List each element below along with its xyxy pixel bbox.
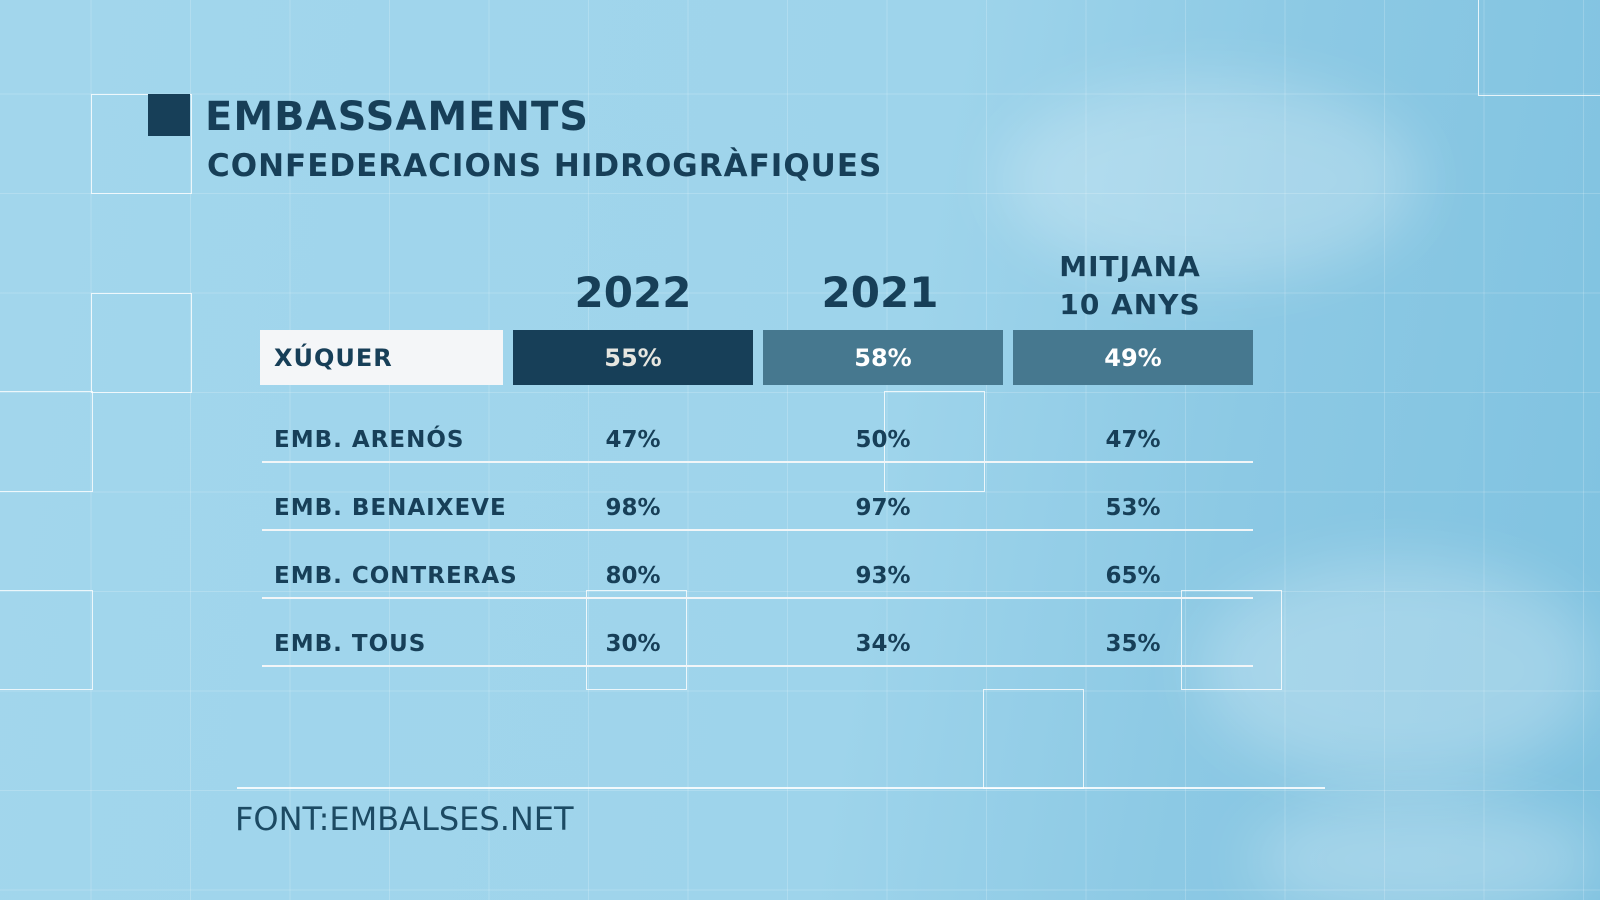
row-label: EMB. CONTRERAS (274, 563, 518, 589)
cloud (1250, 800, 1600, 900)
cloud (1200, 560, 1600, 780)
value-2022: 47% (605, 427, 661, 453)
value-2022: 30% (605, 631, 661, 657)
value-average: 65% (1105, 563, 1161, 589)
average-line2: 10 ANYS (1059, 288, 1201, 321)
value-average: 53% (1105, 495, 1161, 521)
decor-box (1478, 0, 1600, 96)
highlight-label: XÚQUER (260, 330, 503, 385)
average-line1: MITJANA (1059, 250, 1201, 283)
source-credit: FONT:EMBALSES.NET (235, 800, 574, 838)
row-label: EMB. TOUS (274, 631, 427, 657)
decor-box (586, 590, 687, 690)
table-row: EMB. CONTRERAS 80% 93% 65% (262, 557, 1253, 599)
value-2022: 98% (605, 495, 661, 521)
row-label: EMB. BENAIXEVE (274, 495, 507, 521)
decor-box (0, 590, 93, 690)
page-subtitle: CONFEDERACIONS HIDROGRÀFIQUES (207, 148, 883, 184)
cloud (1000, 80, 1420, 280)
table-row: EMB. ARENÓS 47% 50% 47% (262, 421, 1253, 463)
value-average: 35% (1105, 631, 1161, 657)
value-2021: 97% (855, 495, 911, 521)
column-header-average: MITJANA 10 ANYS (1010, 248, 1250, 324)
row-label: EMB. ARENÓS (274, 427, 465, 453)
decor-box (884, 391, 985, 492)
source-divider (237, 787, 1325, 789)
title-square (148, 94, 190, 136)
highlight-value-average: 49% (1013, 330, 1253, 385)
value-average: 47% (1105, 427, 1161, 453)
table-row: EMB. TOUS 30% 34% 35% (262, 625, 1253, 667)
column-header-2022: 2022 (574, 268, 692, 317)
value-2021: 93% (855, 563, 911, 589)
column-header-2021: 2021 (821, 268, 939, 317)
decor-box (0, 391, 93, 492)
decor-box (91, 94, 192, 194)
value-2022: 80% (605, 563, 661, 589)
highlight-value-2022: 55% (513, 330, 753, 385)
highlight-value-2021: 58% (763, 330, 1003, 385)
page-title: EMBASSAMENTS (205, 94, 590, 140)
decor-box (983, 689, 1084, 789)
decor-box (1181, 590, 1282, 690)
decor-box (91, 293, 192, 393)
table-row: EMB. BENAIXEVE 98% 97% 53% (262, 489, 1253, 531)
value-2021: 34% (855, 631, 911, 657)
value-2021: 50% (855, 427, 911, 453)
